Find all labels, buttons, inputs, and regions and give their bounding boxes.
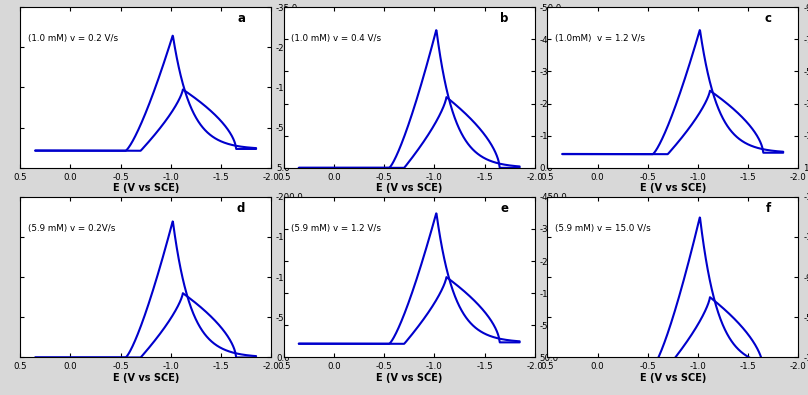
Text: (1.0 mM) v = 0.2 V/s: (1.0 mM) v = 0.2 V/s [27, 34, 118, 43]
Text: a: a [237, 12, 245, 25]
Y-axis label: Current (μA): Current (μA) [308, 243, 318, 312]
Y-axis label: Current (μA): Current (μA) [566, 53, 576, 122]
X-axis label: E (V vs SCE): E (V vs SCE) [112, 373, 179, 383]
X-axis label: E (V vs SCE): E (V vs SCE) [112, 183, 179, 193]
Text: (1.0mM)  v = 1.2 V/s: (1.0mM) v = 1.2 V/s [555, 34, 645, 43]
Text: f: f [765, 201, 771, 214]
Text: (5.9 mM) v = 15.0 V/s: (5.9 mM) v = 15.0 V/s [555, 224, 650, 233]
Text: e: e [501, 201, 508, 214]
Text: b: b [500, 12, 509, 25]
Text: (5.9 mM) v = 1.2 V/s: (5.9 mM) v = 1.2 V/s [291, 224, 381, 233]
Text: (5.9 mM) v = 0.2V/s: (5.9 mM) v = 0.2V/s [27, 224, 115, 233]
Text: d: d [237, 201, 246, 214]
Y-axis label: Current (μA): Current (μA) [302, 53, 312, 122]
Text: (1.0 mM) v = 0.4 V/s: (1.0 mM) v = 0.4 V/s [291, 34, 381, 43]
X-axis label: E (V vs SCE): E (V vs SCE) [376, 373, 443, 383]
X-axis label: E (V vs SCE): E (V vs SCE) [640, 373, 706, 383]
X-axis label: E (V vs SCE): E (V vs SCE) [376, 183, 443, 193]
X-axis label: E (V vs SCE): E (V vs SCE) [640, 183, 706, 193]
Y-axis label: Current (μA): Current (μA) [571, 243, 581, 312]
Text: c: c [764, 12, 772, 25]
